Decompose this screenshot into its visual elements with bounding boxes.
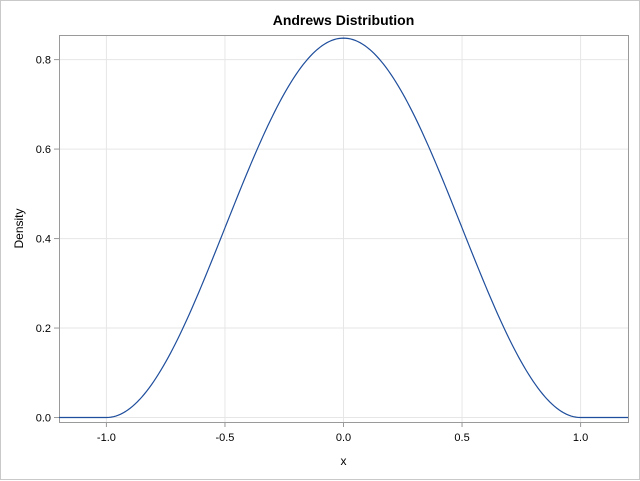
y-tick-label: 0.0 bbox=[36, 413, 51, 425]
x-tick-label: -1.0 bbox=[97, 432, 116, 444]
y-tick-label: 0.8 bbox=[36, 55, 51, 67]
x-tick-label: 0.0 bbox=[336, 432, 351, 444]
density-curve bbox=[59, 37, 628, 419]
series-layer bbox=[59, 37, 628, 419]
x-axis-label: x bbox=[341, 454, 347, 468]
y-tick-label: 0.2 bbox=[36, 323, 51, 335]
y-tick-label: 0.4 bbox=[36, 234, 51, 246]
y-axis-label: Density bbox=[12, 208, 26, 248]
x-tick-label: 0.5 bbox=[454, 432, 469, 444]
chart-title: Andrews Distribution bbox=[273, 12, 415, 28]
grid-lines bbox=[59, 35, 628, 422]
x-tick-label: 1.0 bbox=[573, 432, 588, 444]
y-axis-ticks: 0.0 0.2 0.4 0.6 0.8 bbox=[36, 55, 59, 425]
x-tick-label: -0.5 bbox=[215, 432, 234, 444]
y-tick-label: 0.6 bbox=[36, 144, 51, 156]
x-axis-ticks: -1.0 -0.5 0.0 0.5 1.0 bbox=[97, 422, 588, 444]
